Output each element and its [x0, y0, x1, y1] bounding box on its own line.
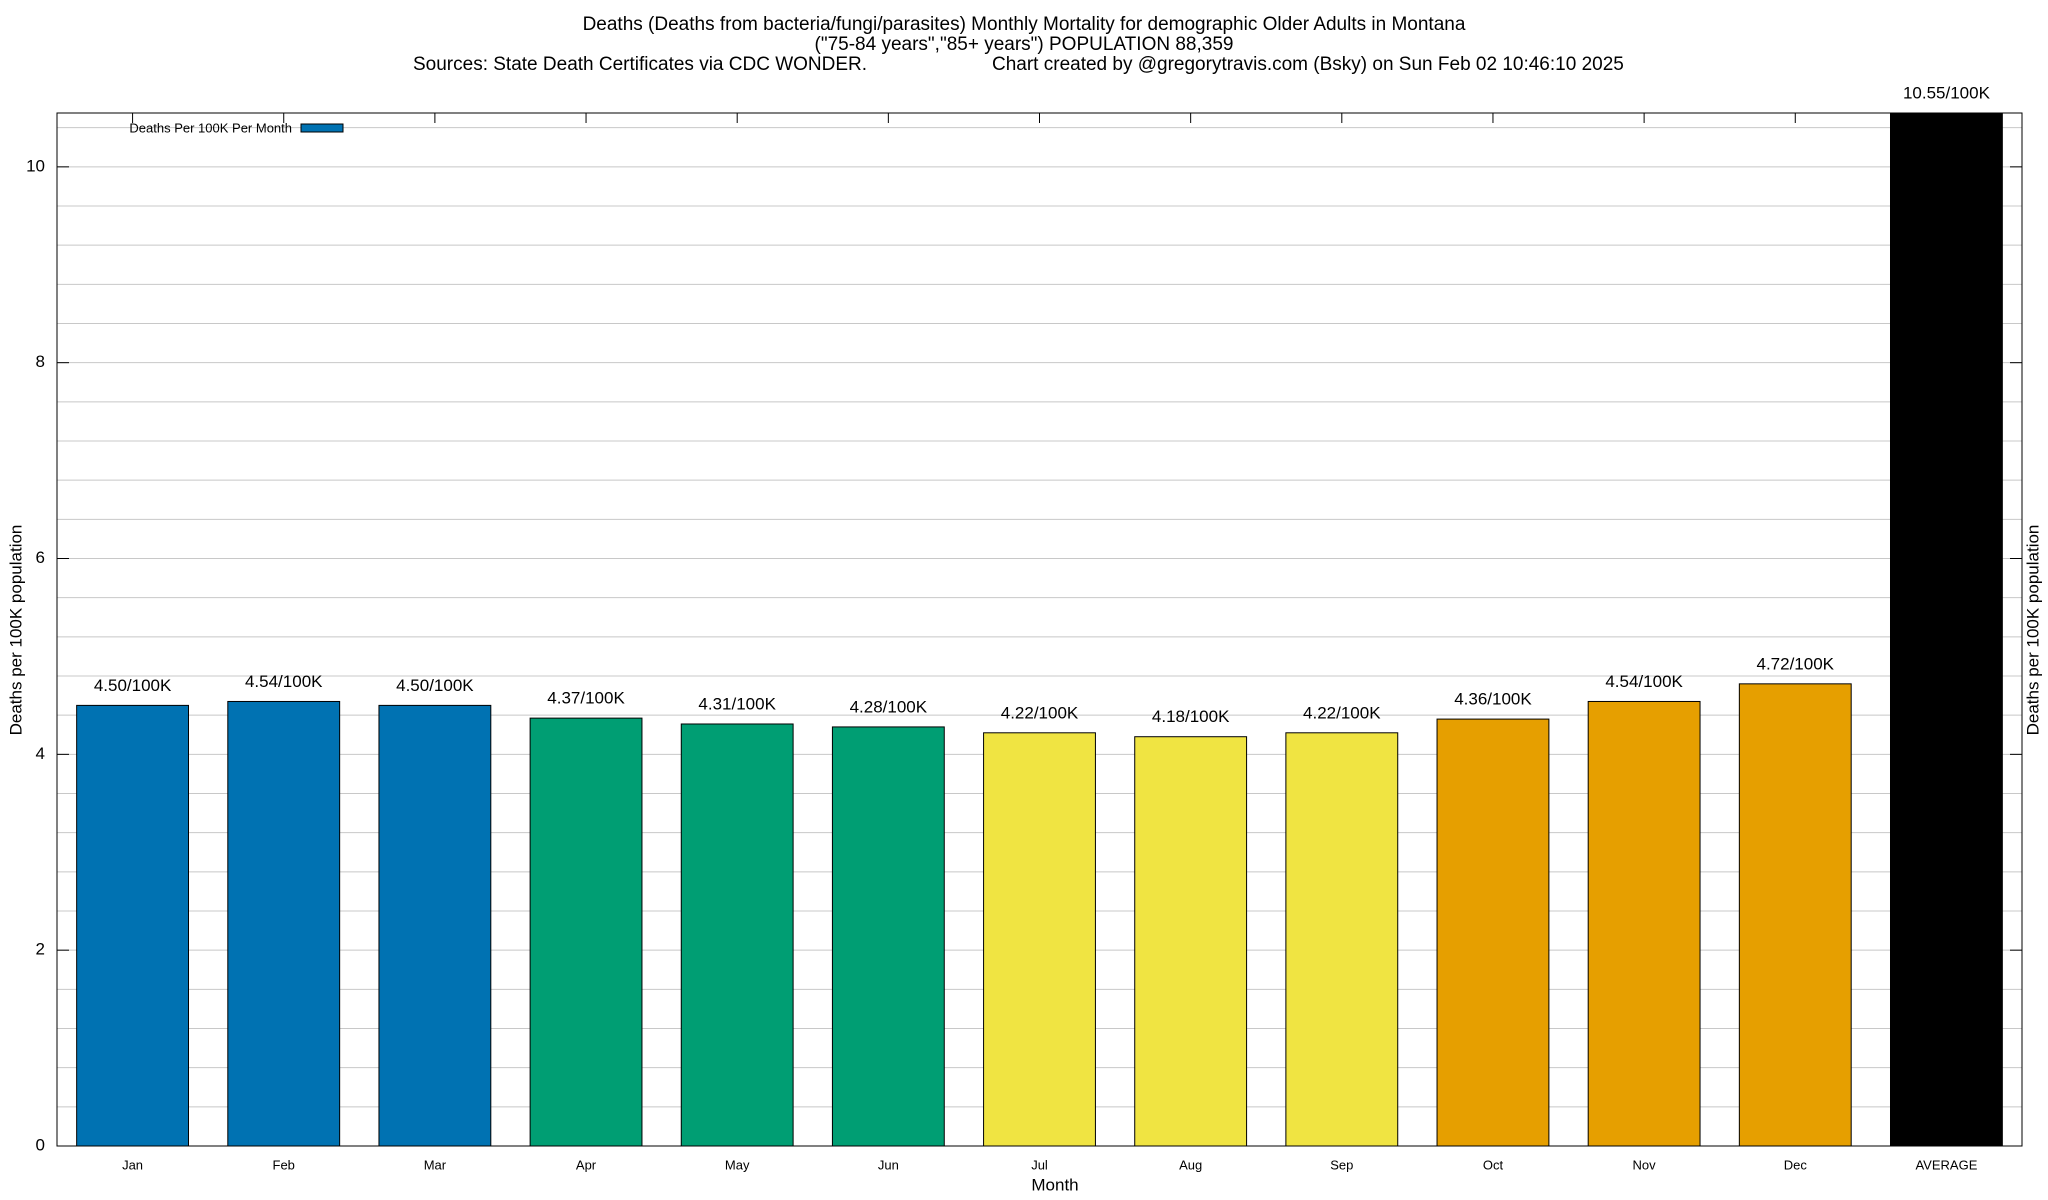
x-tick-label: Feb: [273, 1157, 295, 1172]
legend-swatch: [300, 123, 344, 133]
bar: [378, 704, 492, 1147]
x-tick-label: Jan: [122, 1157, 143, 1172]
x-tick-label: AVERAGE: [1915, 1157, 1977, 1172]
y-axis-label: Deaths per 100K population: [6, 525, 25, 736]
value-label: 4.22/100K: [1001, 703, 1079, 722]
plot-frame: [56, 112, 2023, 1147]
y-tick-label: 4: [36, 744, 45, 763]
value-label: 4.36/100K: [1454, 690, 1532, 709]
credit: Chart created by @gregorytravis.com (Bsk…: [992, 54, 1624, 75]
bar: [529, 717, 643, 1147]
value-label: 4.37/100K: [547, 689, 625, 708]
bar: [1285, 732, 1399, 1147]
bar: [1134, 736, 1248, 1147]
x-tick-label: Apr: [576, 1157, 597, 1172]
value-label: 4.50/100K: [94, 676, 172, 695]
value-label: 4.22/100K: [1303, 703, 1381, 722]
bar: [1738, 683, 1852, 1147]
value-label: 4.50/100K: [396, 676, 474, 695]
chart-subtitle: ("75-84 years","85+ years") POPULATION 8…: [815, 34, 1234, 55]
legend-label: Deaths Per 100K Per Month: [129, 120, 292, 135]
bar: [76, 704, 190, 1147]
bar: [1436, 718, 1550, 1147]
y-tick-label: 8: [36, 352, 45, 371]
bar: [1889, 112, 2003, 1147]
source: Sources: State Death Certificates via CD…: [413, 54, 867, 75]
x-axis-label: Month: [1031, 1175, 1078, 1194]
y-tick-label: 10: [26, 156, 45, 175]
y-tick-label: 6: [36, 548, 45, 567]
x-tick-label: Jul: [1031, 1157, 1048, 1172]
x-tick-label: Oct: [1483, 1157, 1504, 1172]
value-label: 4.18/100K: [1152, 707, 1230, 726]
x-tick-label: Jun: [878, 1157, 899, 1172]
bar: [983, 732, 1096, 1147]
y2-axis-label: Deaths per 100K population: [2023, 525, 2042, 736]
bar: [1587, 700, 1701, 1147]
value-label: 4.28/100K: [850, 697, 928, 716]
y-tick-label: 0: [36, 1135, 45, 1154]
x-tick-label: Sep: [1330, 1157, 1353, 1172]
x-tick-label: May: [725, 1157, 750, 1172]
x-tick-label: Nov: [1633, 1157, 1657, 1172]
y-tick-label: 2: [36, 940, 45, 959]
value-label: 4.31/100K: [698, 694, 776, 713]
x-tick-label: Aug: [1179, 1157, 1202, 1172]
x-tick-label: Mar: [424, 1157, 447, 1172]
bar: [831, 726, 945, 1147]
x-tick-label: Dec: [1784, 1157, 1808, 1172]
value-label: 10.55/100K: [1903, 83, 1991, 102]
chart-title: Deaths (Deaths from bacteria/fungi/paras…: [583, 14, 1466, 35]
value-label: 4.54/100K: [245, 672, 323, 691]
bar: [680, 723, 794, 1147]
value-label: 4.54/100K: [1605, 672, 1683, 691]
value-label: 4.72/100K: [1757, 654, 1835, 673]
bar: [227, 700, 341, 1147]
